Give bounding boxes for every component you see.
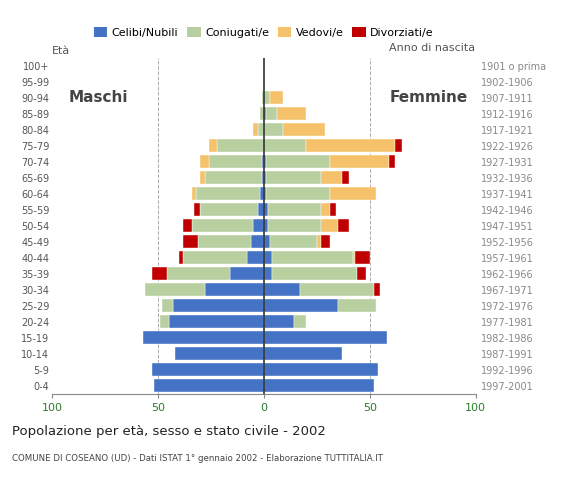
Bar <box>192 187 196 200</box>
Bar <box>264 156 266 168</box>
Bar <box>258 204 264 216</box>
Legend: Celibi/Nubili, Coniugati/e, Vedovi/e, Divorziati/e: Celibi/Nubili, Coniugati/e, Vedovi/e, Di… <box>89 23 438 42</box>
Bar <box>209 156 262 168</box>
Bar <box>209 139 218 152</box>
Bar <box>264 348 342 360</box>
Bar <box>338 300 376 312</box>
Bar <box>329 204 336 216</box>
Bar <box>192 219 253 232</box>
Bar <box>273 252 353 264</box>
Bar <box>321 171 342 184</box>
Bar <box>152 363 264 376</box>
Text: Maschi: Maschi <box>69 90 129 105</box>
Bar <box>270 235 317 248</box>
Bar <box>169 315 264 328</box>
Bar <box>395 139 401 152</box>
Bar <box>264 139 306 152</box>
Bar <box>179 252 183 264</box>
Text: Età: Età <box>52 46 70 56</box>
Bar <box>353 252 355 264</box>
Bar <box>166 267 230 280</box>
Bar <box>264 331 387 344</box>
Bar <box>317 235 321 248</box>
Bar <box>262 91 264 104</box>
Bar <box>260 108 264 120</box>
Bar <box>268 204 321 216</box>
Bar <box>146 283 205 296</box>
Bar <box>264 315 293 328</box>
Bar <box>175 348 264 360</box>
Bar <box>321 204 329 216</box>
Bar <box>160 315 169 328</box>
Bar <box>264 252 273 264</box>
Bar <box>264 283 300 296</box>
Bar <box>253 219 264 232</box>
Bar <box>264 300 338 312</box>
Bar <box>266 171 321 184</box>
Bar <box>273 267 357 280</box>
Bar <box>264 204 268 216</box>
Bar <box>283 123 325 136</box>
Bar <box>264 235 270 248</box>
Bar <box>268 219 321 232</box>
Bar <box>143 331 264 344</box>
Bar <box>264 91 270 104</box>
Bar <box>183 252 247 264</box>
Text: COMUNE DI COSEANO (UD) - Dati ISTAT 1° gennaio 2002 - Elaborazione TUTTITALIA.IT: COMUNE DI COSEANO (UD) - Dati ISTAT 1° g… <box>12 454 382 463</box>
Bar <box>183 235 198 248</box>
Text: Anno di nascita: Anno di nascita <box>390 43 476 53</box>
Bar <box>355 252 370 264</box>
Bar <box>342 171 349 184</box>
Text: Femmine: Femmine <box>390 90 468 105</box>
Bar <box>262 156 264 168</box>
Bar <box>389 156 395 168</box>
Bar <box>329 187 376 200</box>
Bar <box>183 219 192 232</box>
Bar <box>300 283 374 296</box>
Bar <box>329 156 389 168</box>
Bar <box>357 267 365 280</box>
Bar <box>251 235 264 248</box>
Bar <box>230 267 264 280</box>
Bar <box>306 139 395 152</box>
Bar <box>154 379 264 392</box>
Bar <box>264 379 374 392</box>
Bar <box>264 267 273 280</box>
Bar <box>205 283 264 296</box>
Bar <box>293 315 306 328</box>
Bar <box>201 204 258 216</box>
Bar <box>264 187 266 200</box>
Bar <box>264 219 268 232</box>
Bar <box>162 300 173 312</box>
Bar <box>374 283 380 296</box>
Bar <box>200 171 205 184</box>
Bar <box>258 123 264 136</box>
Bar <box>321 219 338 232</box>
Bar <box>321 235 329 248</box>
Bar <box>266 108 277 120</box>
Bar <box>264 108 266 120</box>
Bar <box>266 187 329 200</box>
Bar <box>338 219 349 232</box>
Bar <box>253 123 258 136</box>
Bar <box>152 267 166 280</box>
Bar <box>205 171 262 184</box>
Bar <box>173 300 264 312</box>
Bar <box>196 187 260 200</box>
Bar <box>201 156 209 168</box>
Text: Popolazione per età, sesso e stato civile - 2002: Popolazione per età, sesso e stato civil… <box>12 425 325 438</box>
Bar <box>198 235 251 248</box>
Bar <box>264 123 283 136</box>
Bar <box>264 363 378 376</box>
Bar <box>264 171 266 184</box>
Bar <box>266 156 329 168</box>
Bar <box>260 187 264 200</box>
Bar <box>194 204 201 216</box>
Bar <box>247 252 264 264</box>
Bar <box>277 108 306 120</box>
Bar <box>270 91 283 104</box>
Bar <box>218 139 264 152</box>
Bar <box>262 171 264 184</box>
